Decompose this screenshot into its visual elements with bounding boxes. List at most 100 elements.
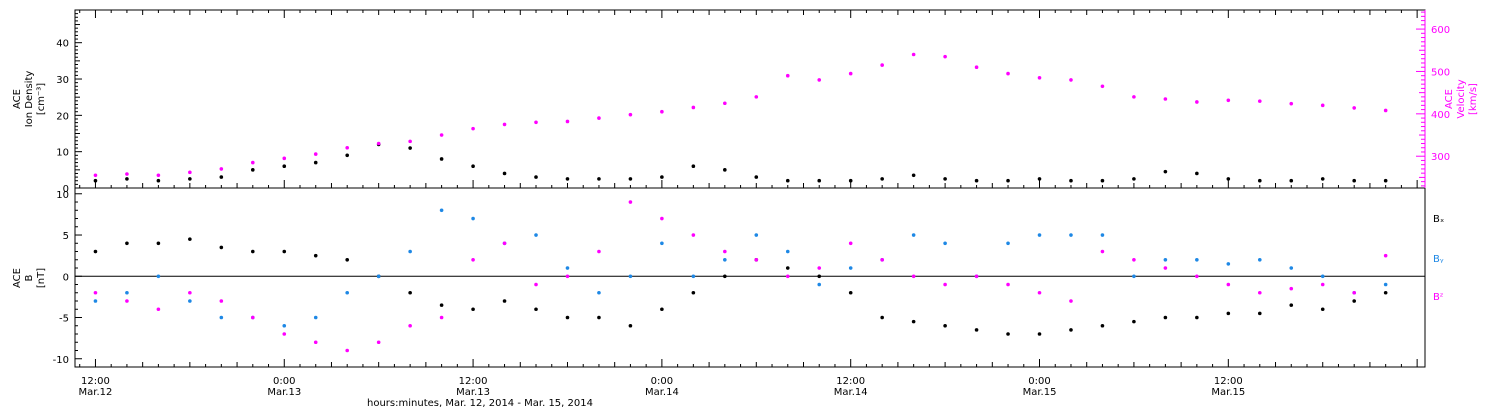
density-point (1320, 177, 1325, 181)
velocity-point (911, 52, 916, 57)
top-right-ytick-label: 300 (1431, 152, 1450, 163)
bz-point (345, 348, 350, 353)
bz-point (250, 315, 255, 320)
velocity-point (817, 78, 822, 82)
bz-point (974, 274, 979, 279)
x-tick-date-label: Mar.15 (1211, 387, 1245, 398)
density-point (691, 164, 696, 169)
bz-point (125, 299, 129, 303)
bottom-ytick-label: 5 (63, 231, 69, 242)
velocity-point (1100, 84, 1105, 89)
top-left-ytick-label: 10 (56, 148, 69, 159)
density-point (754, 175, 759, 179)
by-point (1195, 257, 1199, 262)
by-point (1100, 233, 1105, 237)
density-point (502, 171, 507, 176)
density-point (723, 168, 727, 172)
velocity-point (1352, 106, 1356, 110)
by-point (565, 266, 570, 270)
by-point (345, 290, 350, 295)
velocity-point (628, 112, 633, 117)
density-point (1226, 177, 1231, 181)
velocity-point (439, 133, 444, 137)
velocity-point (282, 156, 287, 161)
bx-point (471, 307, 475, 312)
bx-point (1226, 311, 1231, 316)
density-point (156, 178, 161, 183)
x-tick-time-label: 0:00 (1028, 376, 1050, 387)
x-tick-time-label: 0:00 (651, 376, 673, 387)
by-point (1320, 274, 1325, 279)
velocity-point (880, 63, 884, 67)
velocity-point (313, 152, 318, 156)
bottom-ylabel-line1: ACE (12, 268, 23, 288)
top-right-ytick-label: 500 (1431, 67, 1450, 78)
density-point (1289, 178, 1294, 183)
bx-point (1069, 328, 1073, 332)
top-left-ytick-label: 40 (56, 39, 69, 50)
bx-point (250, 249, 255, 254)
velocity-point (597, 116, 601, 120)
density-point (250, 168, 255, 172)
x-tick-time-label: 12:00 (81, 376, 110, 387)
by-point (219, 315, 224, 320)
density-point (1383, 178, 1388, 183)
velocity-point (1037, 76, 1042, 80)
bx-point (880, 315, 884, 320)
bx-point (1037, 332, 1042, 336)
bz-point (439, 315, 444, 320)
density-point (534, 175, 538, 179)
bottom-ylabel-line3: [nT] (36, 268, 47, 288)
by-point (597, 290, 601, 295)
top-right-ytick-label: 600 (1431, 25, 1450, 36)
by-point (628, 274, 633, 279)
density-point (974, 178, 979, 183)
bx-point (911, 319, 916, 324)
density-point (313, 160, 318, 165)
bx-point (1100, 323, 1105, 328)
velocity-point (188, 170, 192, 175)
velocity-point (943, 54, 947, 59)
by-point (313, 315, 318, 320)
bz-point (1320, 282, 1325, 287)
density-point (785, 178, 790, 183)
bottom-ytick-label: 10 (56, 190, 69, 201)
x-tick-date-label: Mar.13 (456, 387, 490, 398)
by-point (93, 299, 98, 303)
bz-point (754, 257, 759, 262)
density-point (471, 164, 475, 169)
bz-point (660, 216, 664, 221)
bz-point (817, 266, 822, 270)
density-point (1257, 178, 1262, 183)
velocity-point (691, 105, 696, 110)
velocity-point (345, 145, 350, 150)
by-point (1257, 257, 1262, 262)
bz-point (156, 307, 161, 312)
bx-point (628, 323, 633, 328)
bx-point (188, 237, 192, 241)
bz-point (408, 323, 412, 328)
bx-point (565, 315, 570, 320)
bx-point (848, 290, 853, 295)
density-point (408, 146, 412, 150)
velocity-point (848, 71, 853, 76)
bx-point (1006, 332, 1010, 336)
by-point (1037, 233, 1042, 237)
by-point (911, 233, 916, 237)
by-point (817, 282, 822, 287)
x-tick-time-label: 0:00 (273, 376, 295, 387)
density-point (125, 177, 129, 181)
bx-point (691, 290, 696, 295)
density-point (1352, 178, 1356, 183)
density-point (943, 177, 947, 181)
bx-point (408, 290, 412, 295)
by-point (1289, 266, 1294, 270)
bx-point (345, 257, 350, 262)
bz-point (1352, 290, 1356, 295)
density-point (1037, 177, 1042, 181)
bz-point (376, 340, 381, 345)
bz-point (188, 290, 192, 295)
x-tick-time-label: 12:00 (836, 376, 865, 387)
legend-bx: Bₓ (1433, 214, 1444, 225)
